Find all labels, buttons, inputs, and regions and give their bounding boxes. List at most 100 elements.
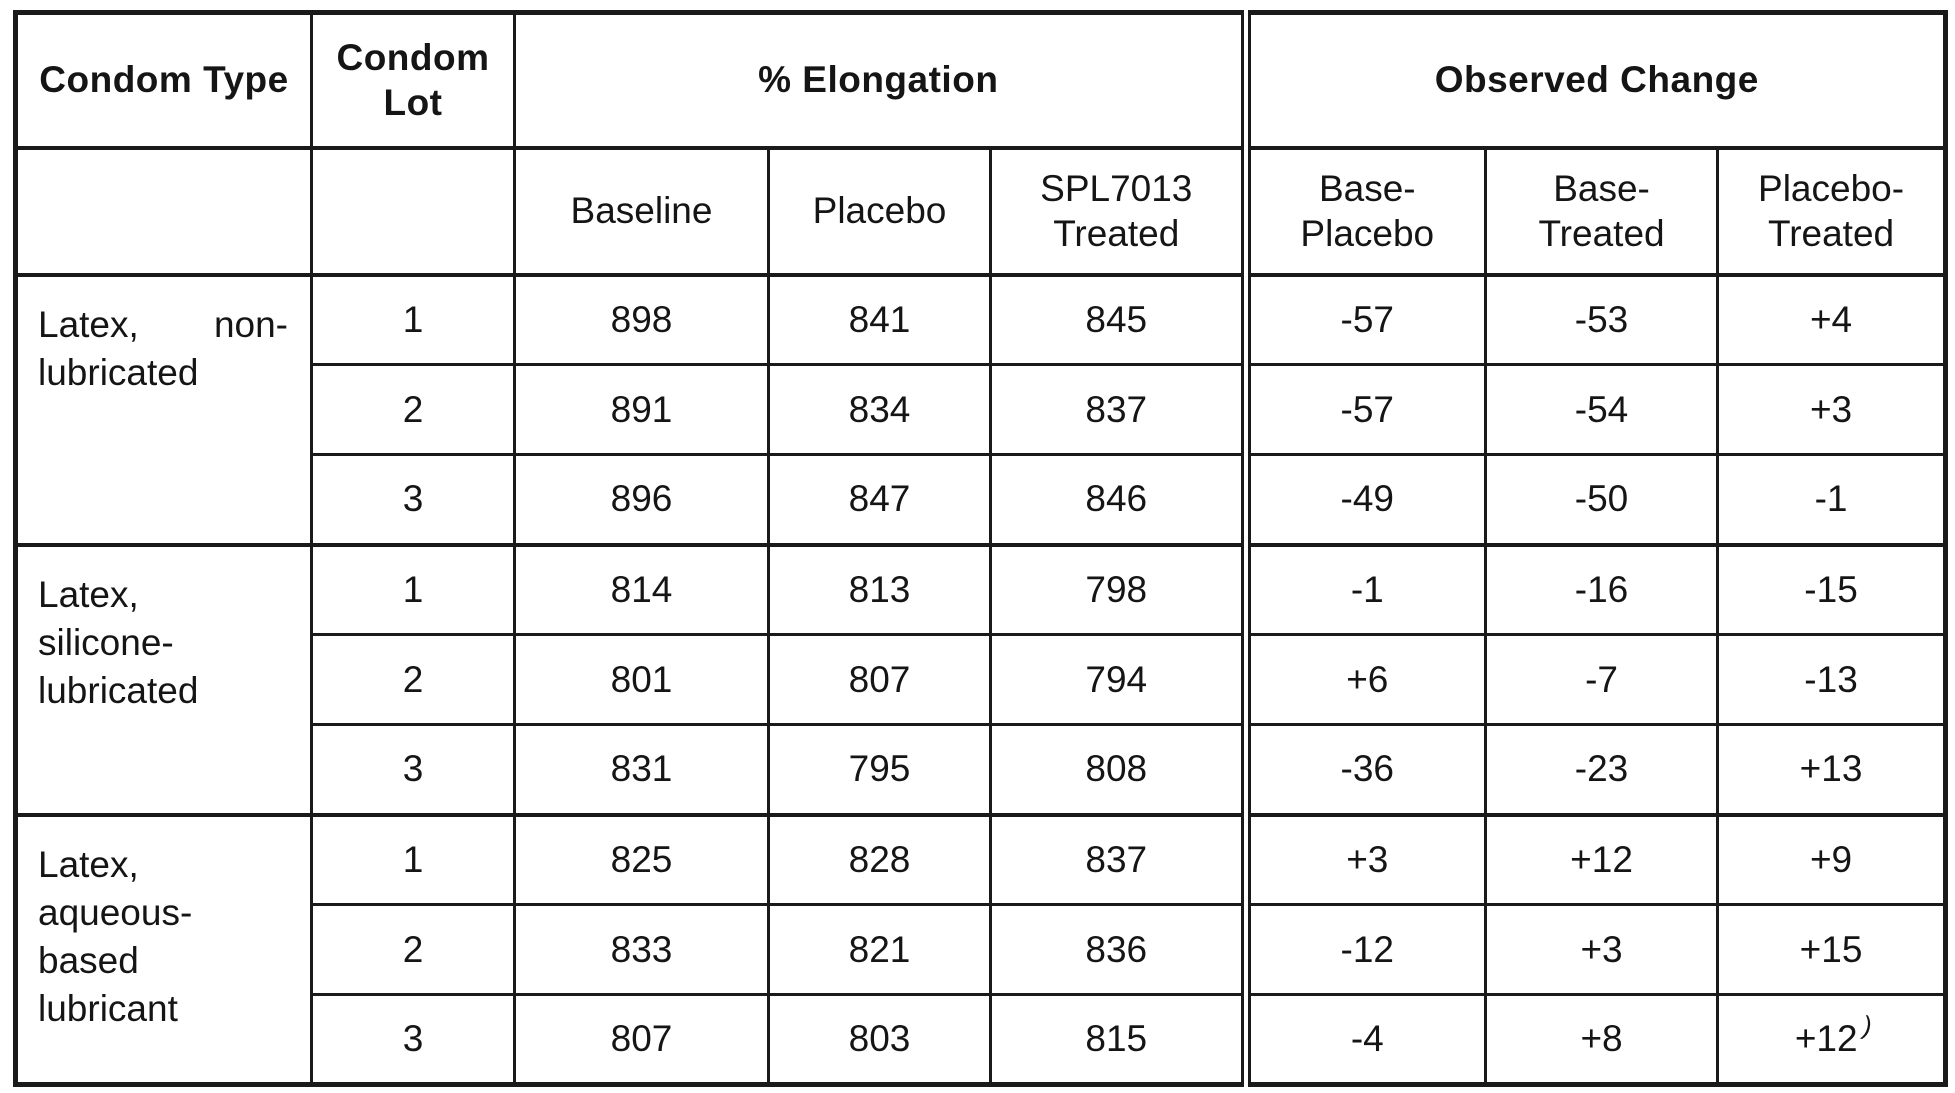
condom-type-line: Latex, xyxy=(38,843,139,885)
condom-type-cell-non-lubricated: Latex, non- lubricated xyxy=(14,273,313,546)
header-spl7013-treated: SPL7013 Treated xyxy=(988,145,1248,277)
cell-placebo: 847 xyxy=(767,453,992,546)
cell-baseline: 801 xyxy=(513,633,770,726)
cell-placebo-treated: +13 xyxy=(1716,723,1948,816)
condom-type-cell-silicone-lubricated: Latex, silicone- lubricated xyxy=(14,542,313,816)
header-placebo-treated: Placebo- Treated xyxy=(1716,145,1948,277)
cell-placebo-treated: +9 xyxy=(1716,812,1948,906)
header-condom-lot-line2: Lot xyxy=(383,82,443,124)
condom-type-word: non- xyxy=(213,303,288,345)
condom-type-line: lubricated xyxy=(38,669,199,711)
cell-base-treated: +12 xyxy=(1484,812,1720,906)
condom-type-line: Latex, xyxy=(38,573,139,615)
header-baseline: Baseline xyxy=(513,145,770,277)
cell-base-placebo: -4 xyxy=(1240,993,1488,1086)
cell-baseline: 831 xyxy=(513,723,770,816)
header-spl7013-line2: Treated xyxy=(1053,213,1180,254)
cell-base-placebo: -49 xyxy=(1240,453,1488,546)
cell-placebo-treated: +15 xyxy=(1716,903,1948,996)
cell-placebo: 821 xyxy=(767,903,992,996)
condom-type-line: Latex, non- xyxy=(38,301,288,349)
table-row: Latex, non- lubricated 1 898 841 845 -57… xyxy=(14,273,1948,546)
cell-placebo: 803 xyxy=(767,993,992,1086)
cell-baseline: 833 xyxy=(513,903,770,996)
table-row: 2 833 821 836 -12 +3 +15 xyxy=(16,903,1948,996)
condom-type-cell-aqueous-lubricant: Latex, aqueous- based lubricant xyxy=(14,812,313,1086)
cell-placebo: 828 xyxy=(767,812,992,906)
header-base-treated-line2: Treated xyxy=(1538,213,1665,254)
elongation-results-table: Condom Type Condom Lot % Elongation Obse… xyxy=(13,10,1949,1087)
cell-lot: 3 xyxy=(310,993,516,1086)
cell-treated: 794 xyxy=(988,633,1248,726)
scan-artifact: ) xyxy=(1859,1009,1875,1042)
cell-base-treated: -23 xyxy=(1484,723,1720,816)
header-placebo: Placebo xyxy=(767,145,992,277)
header-placebo-treated-line1: Placebo- xyxy=(1758,168,1905,209)
condom-type-line: based xyxy=(38,939,139,981)
cell-placebo-treated: +4 xyxy=(1716,273,1948,366)
header-base-placebo-line2: Placebo xyxy=(1300,213,1435,254)
cell-placebo-treated: +3 xyxy=(1716,363,1948,456)
cell-placebo-treated: +12) xyxy=(1716,993,1948,1086)
cell-lot: 2 xyxy=(310,903,516,996)
cell-base-treated: -53 xyxy=(1484,273,1720,366)
condom-type-line: aqueous- xyxy=(38,891,193,933)
cell-lot: 1 xyxy=(310,542,516,636)
header-condom-type: Condom Type xyxy=(14,11,313,149)
condom-type-word: Latex, xyxy=(38,303,139,345)
condom-type-line: silicone- xyxy=(38,621,174,663)
table-row: 3 807 803 815 -4 +8 +12) xyxy=(16,993,1948,1086)
header-base-treated-line1: Base- xyxy=(1553,168,1650,209)
cell-base-treated: -16 xyxy=(1484,542,1720,636)
cell-placebo: 834 xyxy=(767,363,992,456)
cell-treated: 815 xyxy=(988,993,1248,1086)
table-row: 2 801 807 794 +6 -7 -13 xyxy=(16,633,1948,726)
cell-value: +12 xyxy=(1794,1018,1858,1059)
cell-base-treated: -7 xyxy=(1484,633,1720,726)
cell-treated: 798 xyxy=(988,542,1248,636)
cell-base-placebo: -36 xyxy=(1240,723,1488,816)
cell-baseline: 896 xyxy=(513,453,770,546)
cell-base-placebo: -57 xyxy=(1240,363,1488,456)
table-row: 2 891 834 837 -57 -54 +3 xyxy=(16,363,1948,456)
cell-baseline: 898 xyxy=(513,273,770,366)
header-elongation: % Elongation xyxy=(512,11,1248,149)
table-row: 3 831 795 808 -36 -23 +13 xyxy=(16,723,1948,816)
cell-base-placebo: -57 xyxy=(1240,273,1488,366)
header-base-placebo: Base- Placebo xyxy=(1240,145,1488,277)
header-condom-lot: Condom Lot xyxy=(310,11,516,149)
cell-base-placebo: +3 xyxy=(1240,812,1488,906)
cell-placebo-treated: -13 xyxy=(1716,633,1948,726)
cell-base-treated: +8 xyxy=(1484,993,1720,1086)
cell-base-treated: -54 xyxy=(1484,363,1720,456)
cell-placebo-treated: -1 xyxy=(1716,453,1948,546)
header-empty-lot xyxy=(310,145,516,277)
cell-treated: 837 xyxy=(988,812,1248,906)
cell-treated: 846 xyxy=(988,453,1248,546)
condom-type-line: lubricant xyxy=(38,987,178,1029)
cell-lot: 3 xyxy=(310,723,516,816)
header-empty-type xyxy=(14,145,313,277)
header-spl7013-line1: SPL7013 xyxy=(1040,168,1193,209)
header-observed-change: Observed Change xyxy=(1240,11,1948,149)
header-base-placebo-line1: Base- xyxy=(1318,168,1416,209)
cell-baseline: 891 xyxy=(513,363,770,456)
cell-treated: 845 xyxy=(988,273,1248,366)
table-row: 3 896 847 846 -49 -50 -1 xyxy=(16,453,1948,546)
header-placebo-treated-line2: Treated xyxy=(1767,213,1895,254)
header-row-2: Baseline Placebo SPL7013 Treated Base- P… xyxy=(14,145,1948,277)
cell-placebo: 807 xyxy=(767,633,992,726)
cell-placebo: 841 xyxy=(767,273,992,366)
cell-base-placebo: +6 xyxy=(1240,633,1488,726)
cell-base-treated: -50 xyxy=(1484,453,1720,546)
cell-base-placebo: -1 xyxy=(1240,542,1488,636)
table-row: Latex, silicone- lubricated 1 814 813 79… xyxy=(14,542,1948,816)
condom-type-line: lubricated xyxy=(38,351,199,393)
cell-lot: 2 xyxy=(310,363,516,456)
cell-baseline: 807 xyxy=(513,993,770,1086)
cell-treated: 837 xyxy=(988,363,1248,456)
cell-baseline: 814 xyxy=(513,542,770,636)
table-row: Latex, aqueous- based lubricant 1 825 82… xyxy=(14,812,1948,1086)
cell-lot: 1 xyxy=(310,273,516,366)
